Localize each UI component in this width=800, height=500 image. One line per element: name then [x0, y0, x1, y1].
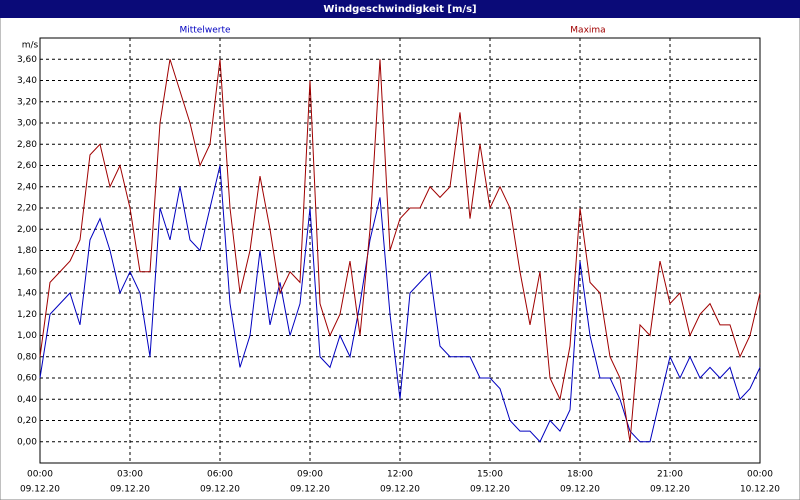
x-tick-label: 15:00 [477, 470, 503, 480]
legend-label: Mittelwerte [179, 26, 230, 36]
x-tick-date: 09.12.20 [470, 485, 510, 495]
y-tick-label: 2,60 [17, 161, 37, 171]
y-tick-label: 2,40 [17, 182, 37, 192]
y-tick-label: 3,40 [17, 76, 37, 86]
y-tick-label: 2,00 [17, 225, 37, 235]
chart-title: Windgeschwindigkeit [m/s] [323, 4, 476, 15]
legend-label: Maxima [570, 26, 605, 36]
y-tick-label: 0,00 [17, 437, 37, 447]
y-tick-label: 0,80 [17, 352, 37, 362]
x-tick-date: 09.12.20 [380, 485, 420, 495]
y-tick-label: 0,60 [17, 374, 37, 384]
y-axis-label: m/s [22, 41, 39, 51]
x-tick-label: 21:00 [657, 470, 683, 480]
x-tick-date: 09.12.20 [20, 485, 60, 495]
x-tick-date: 09.12.20 [560, 485, 600, 495]
x-tick-date: 09.12.20 [200, 485, 240, 495]
y-tick-label: 3,60 [17, 55, 37, 65]
y-tick-label: 1,60 [17, 267, 37, 277]
x-tick-label: 00:00 [747, 470, 773, 480]
y-tick-label: 1,00 [17, 331, 37, 341]
x-tick-date: 09.12.20 [110, 485, 150, 495]
x-tick-date: 09.12.20 [650, 485, 690, 495]
y-tick-label: 1,20 [17, 310, 37, 320]
x-tick-label: 12:00 [387, 470, 413, 480]
y-tick-label: 3,00 [17, 119, 37, 129]
x-tick-label: 03:00 [117, 470, 143, 480]
series-line [39, 59, 761, 442]
y-tick-label: 1,40 [17, 289, 37, 299]
y-tick-label: 1,80 [17, 246, 37, 256]
y-tick-label: 2,80 [17, 140, 37, 150]
x-tick-date: 09.12.20 [290, 485, 330, 495]
y-tick-label: 0,20 [17, 416, 37, 426]
x-tick-label: 18:00 [567, 470, 593, 480]
x-tick-label: 00:00 [27, 470, 53, 480]
x-tick-label: 06:00 [207, 470, 233, 480]
y-tick-label: 3,20 [17, 97, 37, 107]
x-tick-date: 10.12.20 [740, 485, 780, 495]
series-line [39, 165, 761, 443]
y-tick-label: 2,20 [17, 204, 37, 214]
x-tick-label: 09:00 [297, 470, 323, 480]
y-tick-label: 0,40 [17, 395, 37, 405]
title-bar [0, 0, 800, 18]
